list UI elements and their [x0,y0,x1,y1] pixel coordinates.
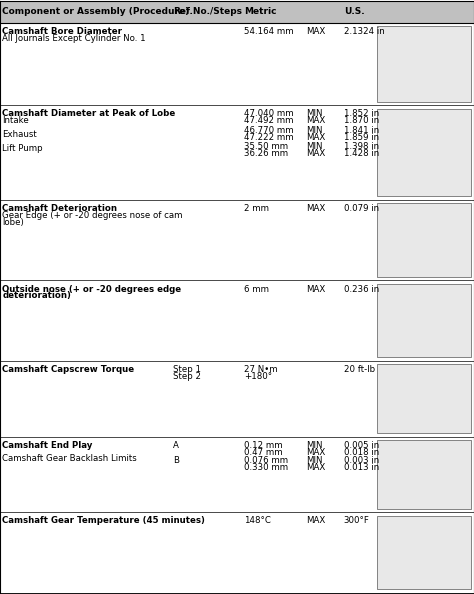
Bar [377,26,471,102]
Text: 148°C: 148°C [244,516,271,526]
Text: 1.870 in: 1.870 in [344,116,379,125]
Text: lobe): lobe) [2,217,24,227]
Text: 300°F: 300°F [344,516,370,526]
Text: deterioration): deterioration) [2,292,71,301]
Bar [377,440,471,508]
Text: 1.859 in: 1.859 in [344,132,379,141]
Text: Outside nose (+ or -20 degrees edge: Outside nose (+ or -20 degrees edge [2,285,182,293]
Text: 0.076 mm: 0.076 mm [244,456,288,465]
Text: Camshaft Gear Backlash Limits: Camshaft Gear Backlash Limits [2,454,137,463]
Text: MAX: MAX [306,149,325,158]
Bar [0,1,474,23]
Text: MAX: MAX [306,116,325,125]
Text: 6 mm: 6 mm [244,285,269,293]
Text: Camshaft Deterioration: Camshaft Deterioration [2,204,118,213]
Text: U.S.: U.S. [344,7,365,17]
Text: 2 mm: 2 mm [244,204,269,213]
Text: MAX: MAX [306,448,325,457]
Bar [377,203,471,277]
Text: 54.164 mm: 54.164 mm [244,27,294,36]
Text: MAX: MAX [306,27,325,36]
Text: 0.003 in: 0.003 in [344,456,379,465]
Text: All Journals Except Cylinder No. 1: All Journals Except Cylinder No. 1 [2,34,146,43]
Text: MIN: MIN [306,126,322,135]
Text: 0.005 in: 0.005 in [344,441,379,450]
Text: MAX: MAX [306,516,325,526]
Text: 1.428 in: 1.428 in [344,149,379,158]
Text: 35.50 mm: 35.50 mm [244,142,288,151]
Text: 0.013 in: 0.013 in [344,463,379,472]
Text: MIN: MIN [306,456,322,465]
Bar [0,200,474,280]
Text: 20 ft-lb: 20 ft-lb [344,365,375,374]
Text: 0.079 in: 0.079 in [344,204,379,213]
Text: 46.770 mm: 46.770 mm [244,126,294,135]
Text: 47.492 mm: 47.492 mm [244,116,293,125]
Text: MIN: MIN [306,441,322,450]
Text: 0.018 in: 0.018 in [344,448,379,457]
Text: Step 1: Step 1 [173,365,201,374]
Text: Camshaft Bore Diameter: Camshaft Bore Diameter [2,27,122,36]
Bar [377,109,471,196]
Text: B: B [173,456,179,465]
Text: MAX: MAX [306,132,325,141]
Text: MAX: MAX [306,285,325,293]
Text: Gear Edge (+ or -20 degrees nose of cam: Gear Edge (+ or -20 degrees nose of cam [2,211,183,220]
Text: Component or Assembly (Procedure): Component or Assembly (Procedure) [2,7,190,17]
Text: 0.236 in: 0.236 in [344,285,379,293]
Text: Camshaft Gear Temperature (45 minutes): Camshaft Gear Temperature (45 minutes) [2,516,205,526]
Text: MIN: MIN [306,109,322,118]
Text: A: A [173,441,179,450]
Text: Camshaft End Play: Camshaft End Play [2,441,93,450]
Bar [0,280,474,361]
Text: MAX: MAX [306,204,325,213]
Text: 0.330 mm: 0.330 mm [244,463,288,472]
Bar [377,365,471,433]
Bar [0,437,474,512]
Text: Lift Pump: Lift Pump [2,144,43,153]
Text: 0.12 mm: 0.12 mm [244,441,283,450]
Text: Ref.No./Steps: Ref.No./Steps [173,7,242,17]
Text: Camshaft Capscrew Torque: Camshaft Capscrew Torque [2,365,135,374]
Text: 1.852 in: 1.852 in [344,109,379,118]
Bar [377,284,471,358]
Bar [0,361,474,437]
Text: Metric: Metric [244,7,277,17]
Text: 36.26 mm: 36.26 mm [244,149,288,158]
Text: MAX: MAX [306,463,325,472]
Bar [0,512,474,593]
Text: +180°: +180° [244,372,272,381]
Text: Step 2: Step 2 [173,372,201,381]
Text: 27 N•m: 27 N•m [244,365,278,374]
Bar [0,105,474,200]
Text: MIN: MIN [306,142,322,151]
Bar [377,516,471,589]
Text: 47.040 mm: 47.040 mm [244,109,294,118]
Bar [0,23,474,105]
Text: Exhaust: Exhaust [2,130,37,139]
Text: 2.1324 in: 2.1324 in [344,27,384,36]
Text: Camshaft Diameter at Peak of Lobe: Camshaft Diameter at Peak of Lobe [2,109,176,118]
Text: 0.47 mm: 0.47 mm [244,448,283,457]
Text: 1.398 in: 1.398 in [344,142,379,151]
Text: 47.222 mm: 47.222 mm [244,132,294,141]
Text: 1.841 in: 1.841 in [344,126,379,135]
Text: Intake: Intake [2,116,29,125]
